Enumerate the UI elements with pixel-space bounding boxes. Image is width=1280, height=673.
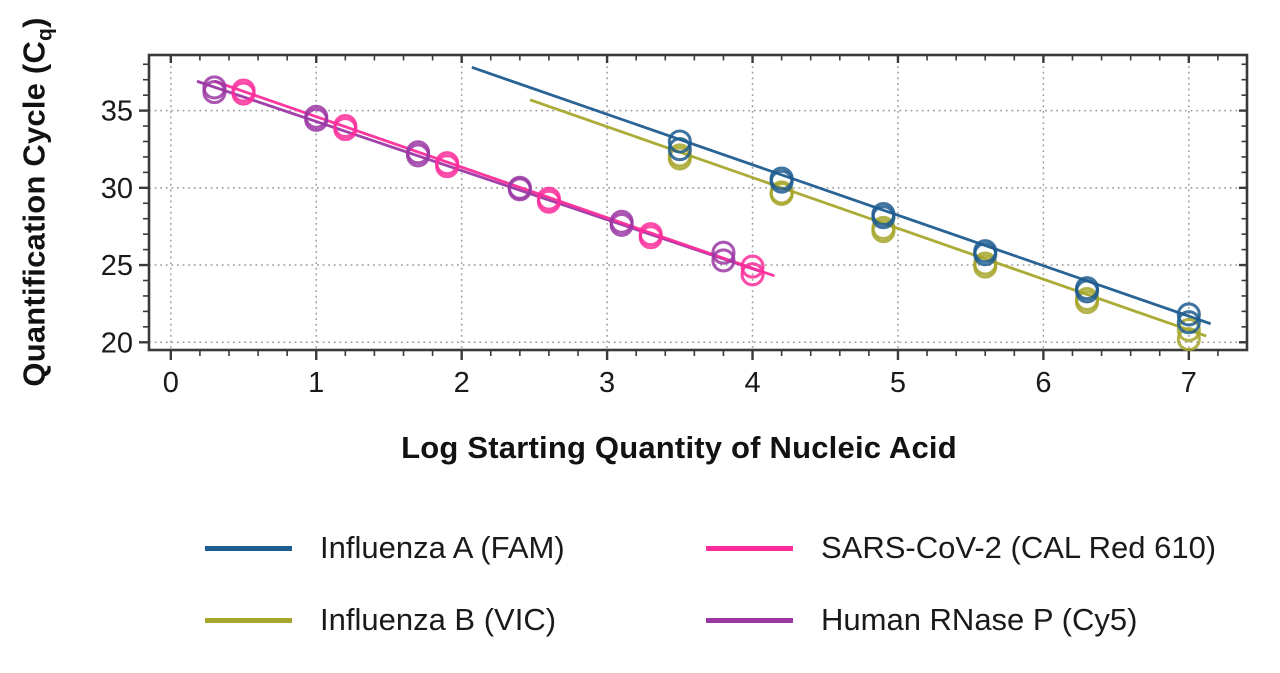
y-tick-label: 30: [101, 173, 133, 205]
data-point: [973, 242, 998, 267]
legend-item: Influenza B (VIC): [205, 602, 556, 638]
x-tick-label: 2: [454, 367, 470, 399]
data-point: [871, 219, 896, 244]
y-axis-title-close: ): [16, 17, 52, 28]
data-point: [507, 177, 532, 202]
trend-line: [471, 66, 1212, 326]
data-point: [667, 137, 692, 162]
data-point: [333, 117, 358, 142]
data-point: [202, 80, 227, 105]
data-point: [711, 248, 736, 273]
legend-swatch: [706, 617, 793, 623]
data-point: [435, 154, 460, 179]
data-point: [405, 143, 431, 168]
legend-label: SARS-CoV-2 (CAL Red 610): [821, 530, 1217, 565]
legend-swatch: [205, 617, 292, 623]
legend-swatch: [205, 545, 292, 551]
x-axis-title: Log Starting Quantity of Nucleic Acid: [401, 430, 957, 465]
data-point: [231, 81, 256, 106]
x-tick-label: 3: [599, 367, 615, 399]
data-point: [1176, 317, 1201, 342]
data-point: [638, 225, 663, 250]
x-tick-label: 1: [308, 367, 324, 399]
legend-item: Influenza A (FAM): [205, 530, 565, 566]
data-point: [973, 254, 998, 279]
y-axis-title: Quantification Cycle (Cq): [16, 17, 57, 386]
data-point: [1176, 302, 1201, 327]
data-point: [711, 240, 736, 265]
y-tick-label: 20: [101, 327, 133, 359]
x-tick-label: 4: [744, 367, 760, 399]
legend-item: SARS-CoV-2 (CAL Red 610): [706, 530, 1216, 566]
x-tick-label: 5: [890, 367, 906, 399]
x-tick-label: 6: [1035, 367, 1051, 399]
data-point: [536, 189, 561, 214]
data-point: [1074, 279, 1100, 304]
legend-label: Influenza B (VIC): [320, 602, 557, 637]
y-tick-label: 35: [101, 96, 133, 128]
data-point: [769, 169, 794, 194]
data-point: [740, 254, 765, 279]
data-point: [667, 129, 692, 154]
legend-label: Human RNase P (Cy5): [821, 602, 1138, 637]
y-tick-label: 25: [101, 250, 133, 282]
x-tick-label: 0: [163, 367, 179, 399]
y-axis-title-text: Quantification Cycle (C: [16, 40, 52, 387]
legend-item: Human RNase P (Cy5): [706, 602, 1137, 638]
data-point: [667, 146, 692, 171]
plot-frame: [147, 53, 1249, 352]
data-point: [1176, 327, 1201, 352]
data-point: [304, 107, 329, 132]
data-point: [1074, 290, 1100, 315]
y-axis-title-subscript: q: [33, 27, 57, 41]
data-point: [769, 181, 794, 207]
x-tick-label: 7: [1181, 367, 1197, 399]
legend-label: Influenza A (FAM): [320, 530, 565, 565]
data-point: [609, 212, 634, 237]
data-point: [1176, 310, 1201, 335]
data-point: [740, 262, 765, 287]
legend-swatch: [706, 545, 793, 551]
trend-line: [213, 79, 775, 278]
data-point: [871, 205, 896, 230]
